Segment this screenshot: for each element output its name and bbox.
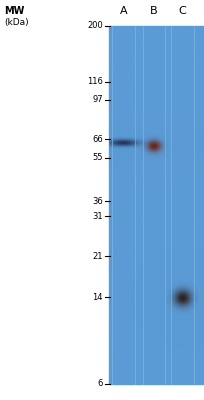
Text: 97: 97 bbox=[92, 95, 103, 104]
Text: 116: 116 bbox=[87, 77, 103, 86]
Text: 55: 55 bbox=[93, 153, 103, 162]
Text: 14: 14 bbox=[93, 293, 103, 302]
Text: C: C bbox=[179, 6, 186, 16]
Text: 31: 31 bbox=[92, 212, 103, 221]
Text: B: B bbox=[150, 6, 158, 16]
Bar bbox=[109, 26, 203, 384]
Text: 200: 200 bbox=[87, 22, 103, 30]
Text: 6: 6 bbox=[98, 380, 103, 388]
Text: (kDa): (kDa) bbox=[4, 18, 29, 27]
Text: A: A bbox=[120, 6, 127, 16]
Text: 36: 36 bbox=[92, 196, 103, 206]
Text: 66: 66 bbox=[92, 135, 103, 144]
Text: 21: 21 bbox=[93, 252, 103, 260]
Text: MW: MW bbox=[4, 6, 24, 16]
